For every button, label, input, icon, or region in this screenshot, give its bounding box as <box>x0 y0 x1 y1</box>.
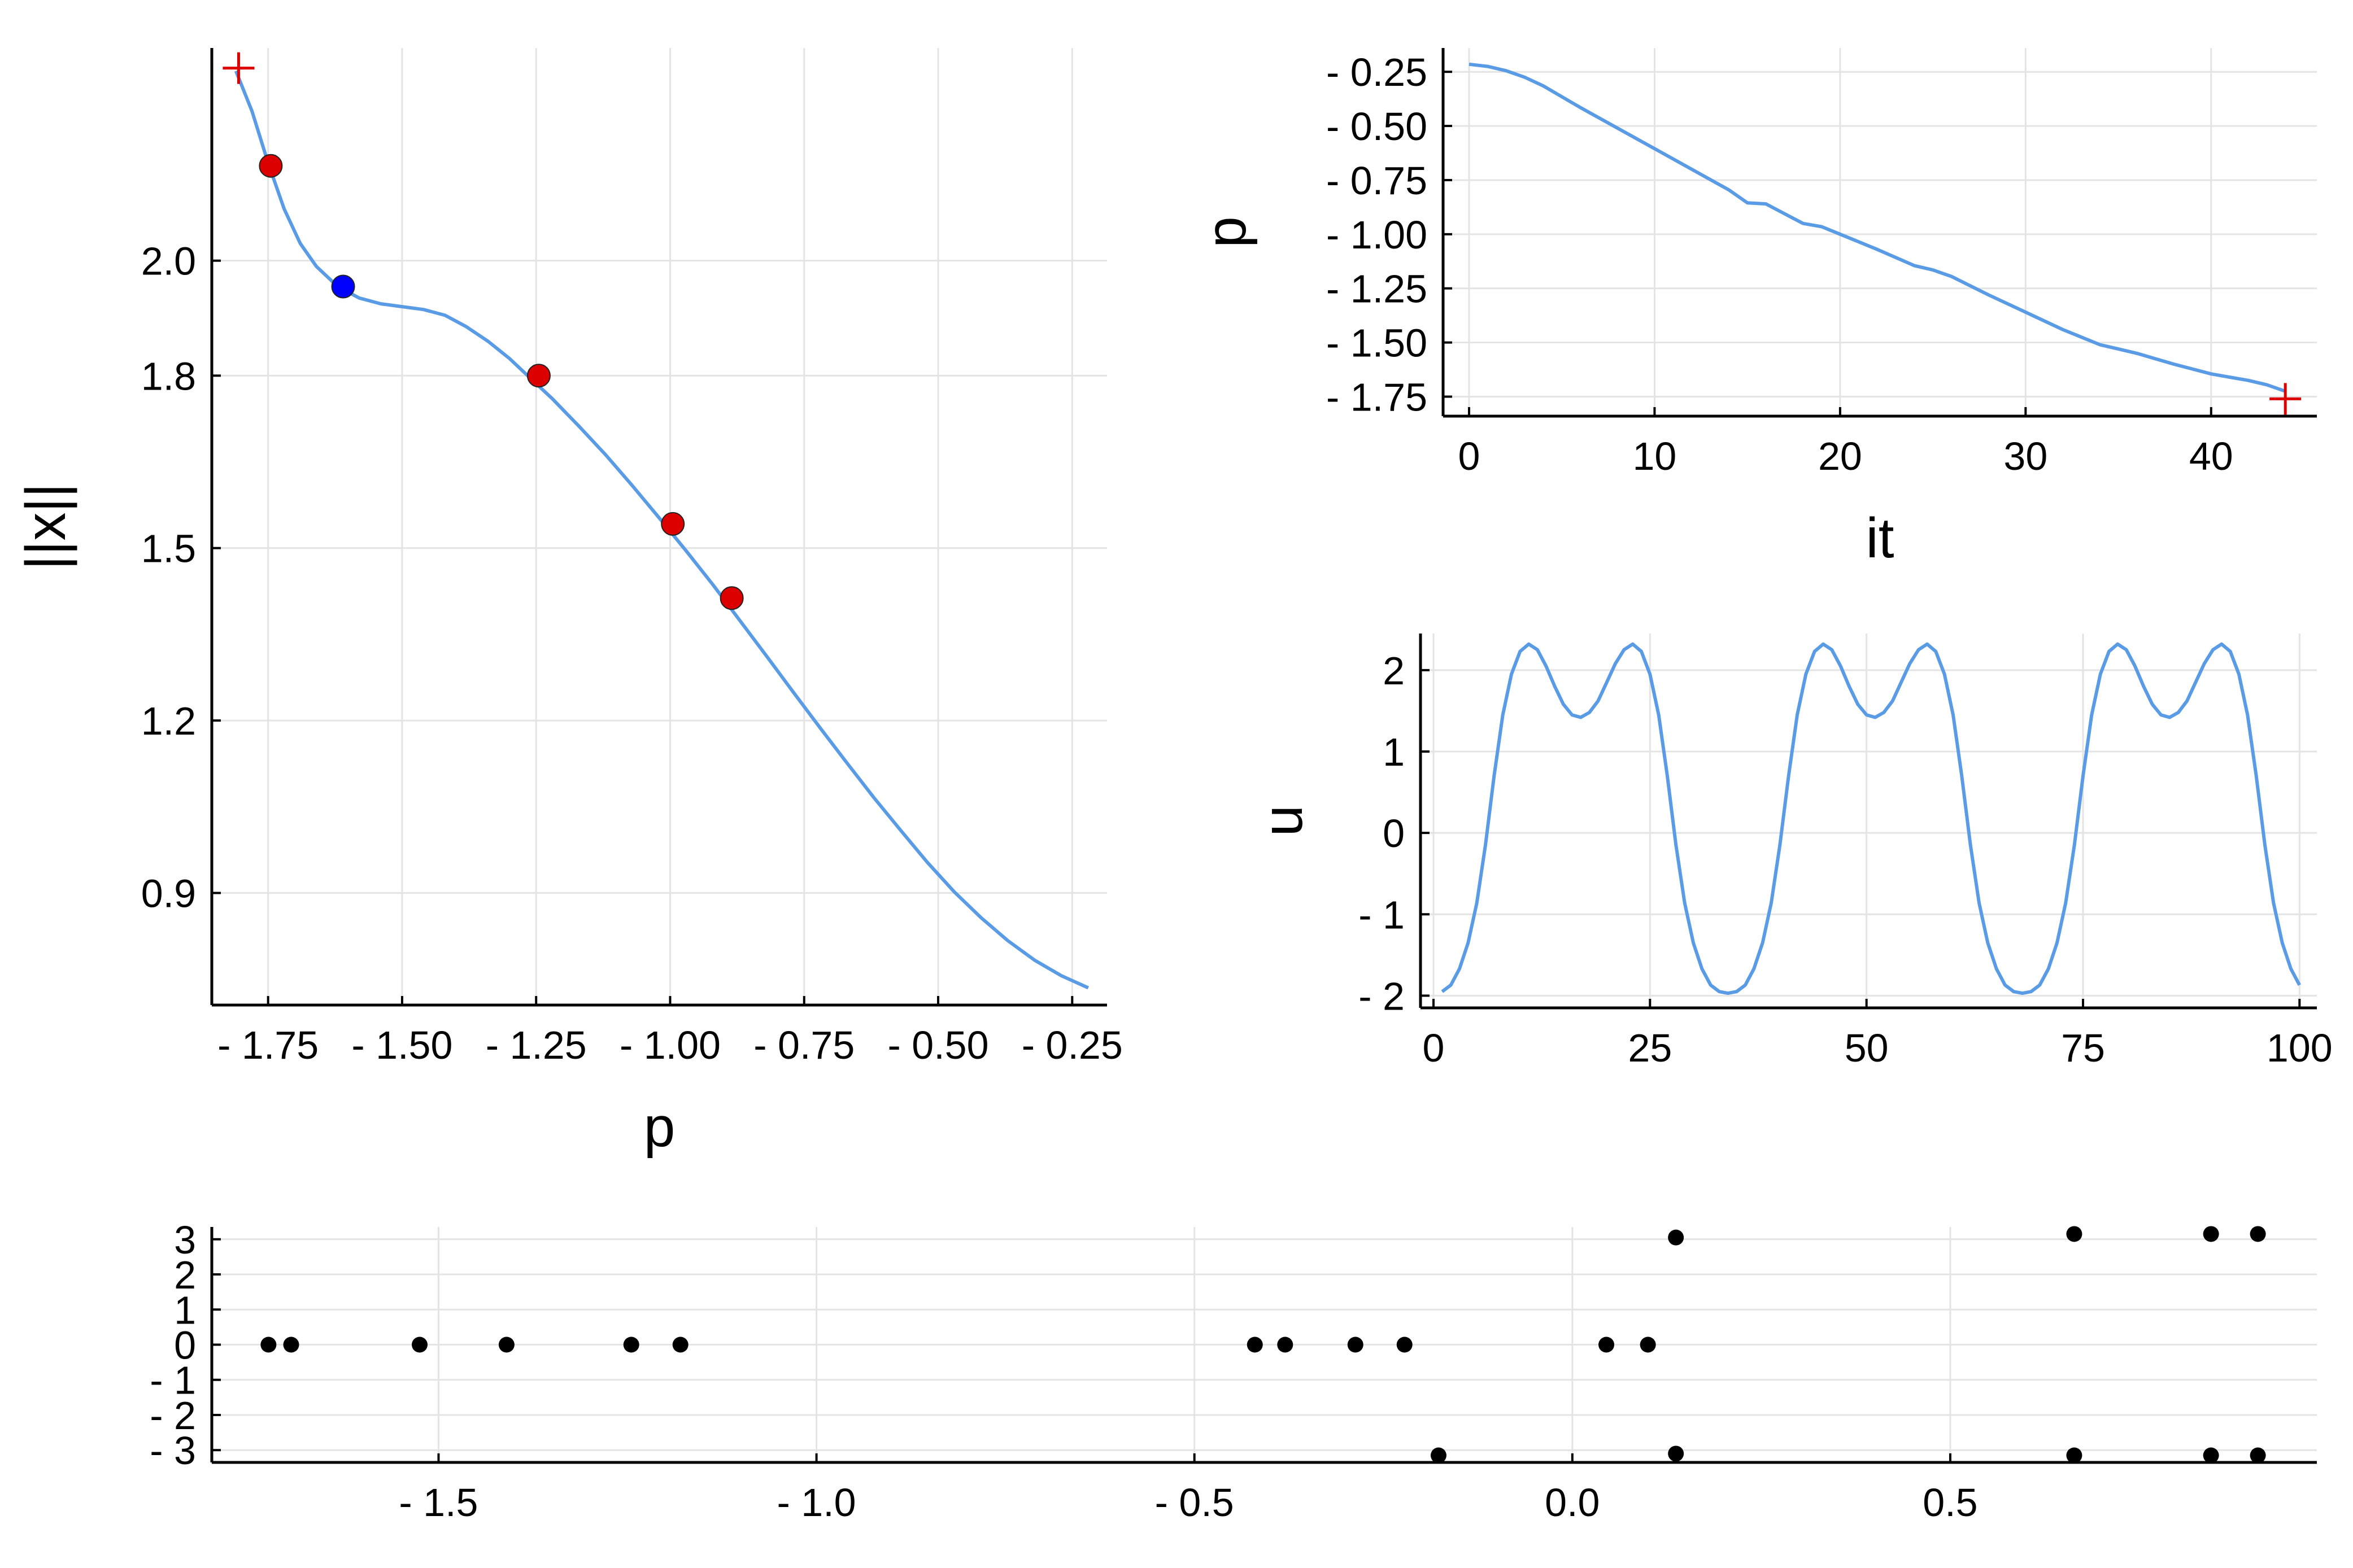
y-tick-label: 0 <box>1383 811 1405 855</box>
y-tick-label: - 1 <box>1358 893 1405 937</box>
scatter-point <box>1347 1336 1363 1353</box>
x-tick-label: - 0.25 <box>1022 1023 1123 1067</box>
x-tick-label: 75 <box>2061 1026 2105 1070</box>
y-tick-label: 3 <box>174 1218 196 1262</box>
x-tick-label: 40 <box>2189 434 2233 478</box>
x-tick-label: - 1.00 <box>620 1023 721 1067</box>
x-tick-label: 10 <box>1632 434 1676 478</box>
x-tick-label: 0.5 <box>1923 1480 1977 1525</box>
x-axis-label: it <box>1866 506 1894 570</box>
y-tick-label: - 1.50 <box>1326 321 1427 365</box>
x-tick-label: - 0.50 <box>888 1023 989 1067</box>
x-tick-label: - 0.75 <box>753 1023 855 1067</box>
scatter-point <box>1430 1447 1446 1464</box>
y-axis-label: ||x|| <box>14 483 77 570</box>
x-tick-label: 100 <box>2267 1026 2333 1070</box>
x-tick-label: - 1.0 <box>777 1480 856 1525</box>
point-marker <box>331 274 355 299</box>
x-tick-label: - 1.5 <box>399 1480 478 1525</box>
u-profile-panel: 0 25 50 75 100 2 1 0 - 1 - 2 u <box>1251 634 2333 1070</box>
cross-marker <box>2269 383 2302 415</box>
y-tick-label: - 2 <box>150 1394 196 1438</box>
x-axis-label: p <box>644 1095 676 1159</box>
y-tick-label: - 0.50 <box>1326 104 1427 148</box>
scatter-point <box>2203 1226 2219 1242</box>
y-tick-label: 1.8 <box>141 354 196 398</box>
x-tick-label: 30 <box>2003 434 2047 478</box>
series-line <box>234 70 1090 990</box>
x-tick-label: - 1.75 <box>217 1023 319 1067</box>
point-marker <box>661 512 685 536</box>
x-tick-label: - 0.5 <box>1155 1480 1234 1525</box>
y-tick-label: - 0.25 <box>1326 50 1427 94</box>
y-tick-label: - 1.25 <box>1326 267 1427 311</box>
scatter-point <box>498 1336 515 1353</box>
y-tick-label: - 2 <box>1358 974 1405 1018</box>
y-axis-label: u <box>1251 805 1314 837</box>
point-marker <box>259 154 283 178</box>
scatter-point <box>1668 1445 1684 1462</box>
scatter-point <box>672 1336 689 1353</box>
y-tick-label: 2 <box>174 1253 196 1297</box>
p-vs-iteration-panel: 0 10 20 30 40 - 0.25 - 0.50 - 0.75 - 1.00 - 1.25 -… <box>1195 48 2317 570</box>
y-axis-label: p <box>1195 216 1258 248</box>
y-tick-label: 2 <box>1383 649 1405 693</box>
x-tick-label: 0 <box>1423 1026 1445 1070</box>
x-tick-label: 0.0 <box>1545 1480 1600 1525</box>
scatter-point <box>1396 1336 1413 1353</box>
scatter-point <box>283 1336 299 1353</box>
x-tick-label: - 1.25 <box>486 1023 587 1067</box>
y-tick-label: - 1.75 <box>1326 375 1427 419</box>
scatter-point <box>1247 1336 1263 1353</box>
scatter-point <box>2066 1226 2082 1242</box>
scatter-point <box>260 1336 277 1353</box>
y-tick-label: 1 <box>1383 730 1405 774</box>
norm-vs-p-panel: - 1.75 - 1.50 - 1.25 - 1.00 - 0.75 - 0.50 - 0.… <box>14 48 1123 1159</box>
scatter-point <box>1640 1336 1656 1353</box>
scatter-point <box>623 1336 639 1353</box>
y-tick-label: - 1.00 <box>1326 213 1427 257</box>
x-tick-label: 50 <box>1845 1026 1889 1070</box>
scatter-point <box>2250 1447 2266 1464</box>
series-line <box>1441 642 2301 995</box>
x-tick-label: 25 <box>1628 1026 1672 1070</box>
y-tick-label: - 1 <box>150 1359 196 1403</box>
scatter-point <box>1598 1336 1615 1353</box>
y-tick-label: 1.2 <box>141 699 196 743</box>
scatter-point <box>2250 1226 2266 1242</box>
y-tick-label: 2.0 <box>141 239 196 283</box>
x-tick-label: 0 <box>1458 434 1480 478</box>
series-line <box>1469 62 2286 393</box>
cross-marker <box>223 52 255 84</box>
y-tick-label: 0.9 <box>141 871 196 915</box>
y-tick-label: 1 <box>174 1288 196 1332</box>
scatter-point <box>412 1336 428 1353</box>
point-marker <box>720 586 744 610</box>
y-tick-label: - 3 <box>150 1429 196 1473</box>
y-tick-label: 1.5 <box>141 527 196 571</box>
scatter-point <box>1277 1336 1293 1353</box>
x-tick-label: 20 <box>1818 434 1862 478</box>
point-marker <box>526 364 551 388</box>
y-tick-label: - 0.75 <box>1326 159 1427 203</box>
scatter-point <box>2066 1447 2082 1464</box>
scatter-point <box>1668 1229 1684 1246</box>
y-tick-label: 0 <box>174 1324 196 1368</box>
scatter-point <box>2203 1447 2219 1464</box>
x-tick-label: - 1.50 <box>351 1023 452 1067</box>
